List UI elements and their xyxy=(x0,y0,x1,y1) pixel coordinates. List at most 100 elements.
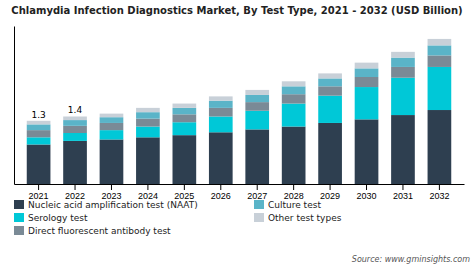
legend-label: Nucleic acid amplification test (NAAT) xyxy=(28,200,198,210)
x-tick-mark xyxy=(439,184,440,190)
bar xyxy=(136,108,160,112)
x-tick-mark xyxy=(184,184,185,190)
x-axis-line xyxy=(15,184,465,185)
bar xyxy=(318,73,342,78)
legend-item: Culture test xyxy=(254,200,321,210)
x-tick: 2030 xyxy=(357,184,377,201)
x-tick: 2031 xyxy=(393,184,413,201)
bar xyxy=(209,108,233,117)
legend-swatch xyxy=(14,226,24,235)
bar xyxy=(282,94,306,103)
bar xyxy=(27,121,51,125)
x-tick-mark xyxy=(366,184,367,190)
bar xyxy=(428,55,452,66)
bar xyxy=(355,87,379,119)
bars xyxy=(27,39,451,184)
bar xyxy=(391,52,415,58)
bar xyxy=(100,117,124,123)
legend-label: Serology test xyxy=(28,213,88,223)
bar xyxy=(136,112,160,118)
x-tick-mark xyxy=(402,184,403,190)
bar xyxy=(100,114,124,118)
annotation: 1.3 xyxy=(31,110,45,120)
series xyxy=(27,55,451,137)
bar xyxy=(63,126,87,133)
bar xyxy=(355,63,379,69)
x-tick-label: 2031 xyxy=(393,191,413,201)
x-tick-mark xyxy=(38,184,39,190)
bar xyxy=(318,86,342,95)
x-tick: 2032 xyxy=(429,184,449,201)
bar xyxy=(428,67,452,110)
annotations: 1.3 1.4 xyxy=(31,105,82,119)
x-tick-mark xyxy=(111,184,112,190)
x-tick: 2024 xyxy=(138,184,158,201)
bar xyxy=(318,78,342,86)
x-tick-label: 2027 xyxy=(247,191,267,201)
bar xyxy=(245,102,269,111)
bar xyxy=(209,96,233,100)
bar xyxy=(27,130,51,137)
x-tick: 2029 xyxy=(320,184,340,201)
bar xyxy=(391,67,415,78)
bar xyxy=(63,141,87,184)
bar xyxy=(173,122,197,135)
x-tick-label: 2030 xyxy=(357,191,377,201)
bar xyxy=(282,127,306,184)
x-tick: 2022 xyxy=(65,184,85,201)
plot: 2021202220232024202520262027202820292030… xyxy=(15,27,465,202)
bar xyxy=(27,137,51,144)
x-tick-mark xyxy=(147,184,148,190)
bar xyxy=(209,132,233,184)
x-tick-label: 2032 xyxy=(429,191,449,201)
x-tick: 2027 xyxy=(247,184,267,201)
title: Chlamydia Infection Diagnostics Market, … xyxy=(11,5,462,16)
annotation: 1.4 xyxy=(68,105,83,115)
bar xyxy=(245,95,269,102)
bar xyxy=(355,77,379,87)
legend-swatch xyxy=(14,213,24,222)
x-axis: 2021202220232024202520262027202820292030… xyxy=(15,184,465,201)
legend-label: Other test types xyxy=(268,213,342,223)
source: Source: www.gminsights.com xyxy=(352,255,470,264)
series xyxy=(27,45,451,130)
x-tick-mark xyxy=(75,184,76,190)
bar xyxy=(136,119,160,127)
x-tick-mark xyxy=(293,184,294,190)
series xyxy=(27,67,451,145)
bar xyxy=(318,96,342,123)
bar xyxy=(245,129,269,184)
bar xyxy=(63,133,87,141)
legend-item: Nucleic acid amplification test (NAAT) xyxy=(14,200,198,210)
bar xyxy=(209,101,233,108)
bar xyxy=(245,111,269,130)
bar xyxy=(428,39,452,45)
bar xyxy=(428,45,452,55)
legend-item: Serology test xyxy=(14,213,88,223)
legend-label: Culture test xyxy=(268,200,321,210)
bar xyxy=(209,116,233,132)
bar xyxy=(173,104,197,108)
legend-swatch xyxy=(14,200,24,209)
bar xyxy=(318,123,342,184)
bar xyxy=(63,120,87,126)
series xyxy=(27,110,451,184)
legend-swatch xyxy=(254,200,264,209)
bar xyxy=(136,127,160,138)
x-tick: 2026 xyxy=(211,184,231,201)
x-tick-label: 2026 xyxy=(211,191,231,201)
bar xyxy=(391,58,415,67)
bar xyxy=(282,104,306,127)
bar xyxy=(63,116,87,120)
legend: Nucleic acid amplification test (NAAT) Se… xyxy=(14,200,342,236)
x-tick-mark xyxy=(257,184,258,190)
bar xyxy=(282,81,306,86)
bar xyxy=(282,86,306,94)
y-axis-line xyxy=(14,27,15,185)
bar xyxy=(27,124,51,130)
bar xyxy=(173,108,197,114)
chart: Chlamydia Infection Diagnostics Market, … xyxy=(0,0,474,266)
x-tick: 2025 xyxy=(174,184,194,201)
bar xyxy=(173,135,197,184)
bar xyxy=(100,130,124,139)
